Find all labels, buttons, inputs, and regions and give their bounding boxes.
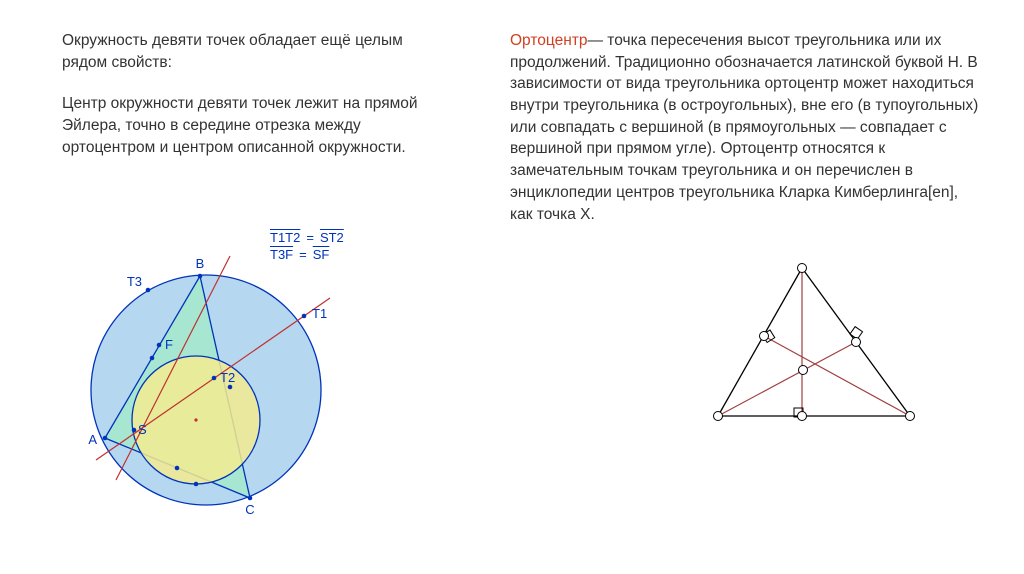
- orthocenter-diagram: [0, 0, 1000, 500]
- svg-text:C: C: [245, 502, 254, 517]
